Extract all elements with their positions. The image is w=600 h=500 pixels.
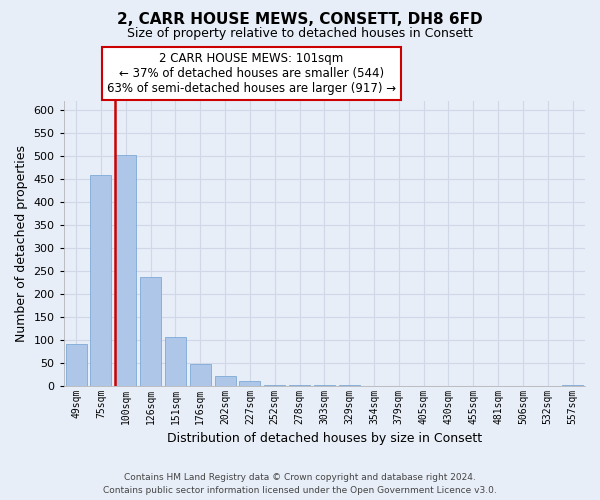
Bar bbox=[215, 376, 236, 386]
Bar bbox=[65, 344, 86, 386]
Text: Size of property relative to detached houses in Consett: Size of property relative to detached ho… bbox=[127, 28, 473, 40]
Bar bbox=[140, 276, 161, 386]
Text: 2 CARR HOUSE MEWS: 101sqm
← 37% of detached houses are smaller (544)
63% of semi: 2 CARR HOUSE MEWS: 101sqm ← 37% of detac… bbox=[107, 52, 396, 95]
Bar bbox=[165, 337, 186, 386]
Bar bbox=[239, 381, 260, 386]
Bar bbox=[190, 364, 211, 386]
Text: Contains HM Land Registry data © Crown copyright and database right 2024.
Contai: Contains HM Land Registry data © Crown c… bbox=[103, 474, 497, 495]
Y-axis label: Number of detached properties: Number of detached properties bbox=[15, 144, 28, 342]
Text: 2, CARR HOUSE MEWS, CONSETT, DH8 6FD: 2, CARR HOUSE MEWS, CONSETT, DH8 6FD bbox=[117, 12, 483, 28]
Bar bbox=[91, 175, 112, 386]
X-axis label: Distribution of detached houses by size in Consett: Distribution of detached houses by size … bbox=[167, 432, 482, 445]
Bar bbox=[264, 384, 285, 386]
Bar bbox=[115, 155, 136, 386]
